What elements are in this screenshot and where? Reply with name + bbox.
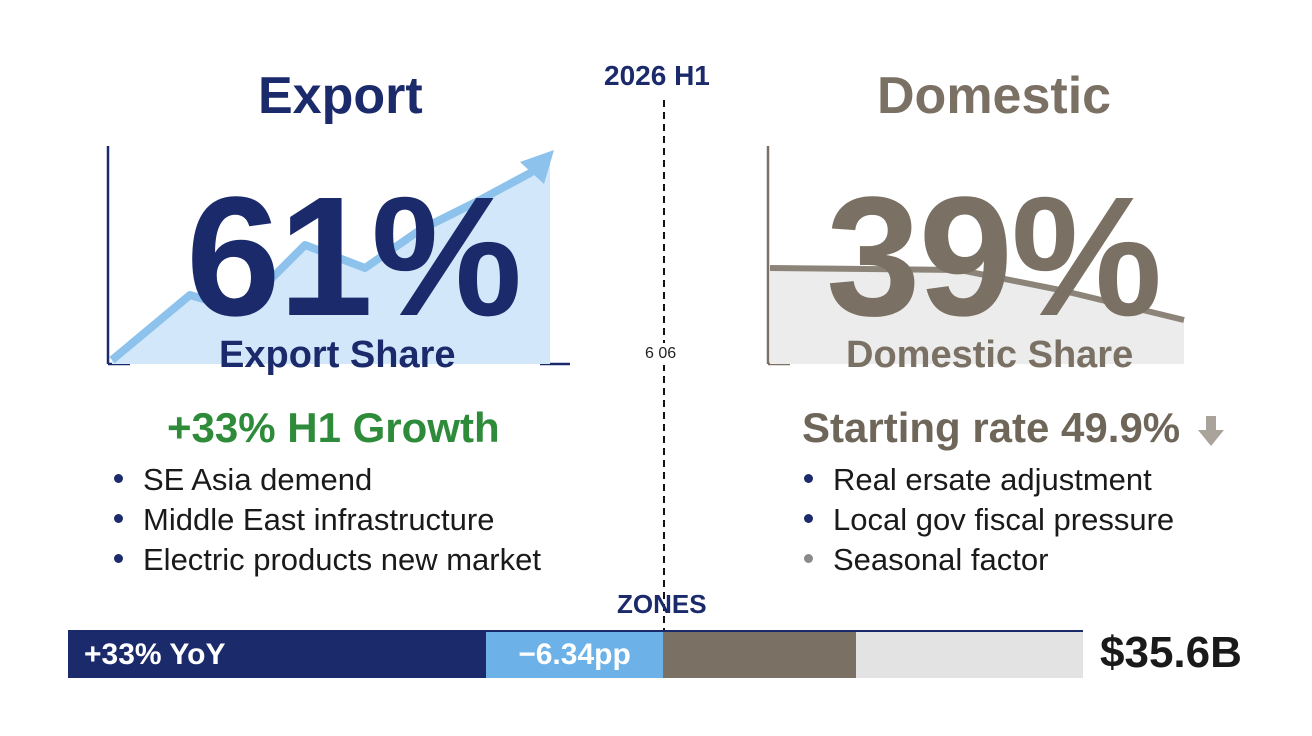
domestic-title: Domestic	[877, 67, 1112, 125]
export-share-label: Export Share	[219, 334, 456, 376]
list-item: Middle East infrastructure	[114, 500, 541, 540]
dot-icon	[114, 474, 123, 484]
export-trend-chart	[106, 146, 570, 366]
list-item: Local gov fiscal pressure	[804, 500, 1174, 540]
list-item: SE Asia demend	[114, 460, 541, 500]
export-growth: +33% H1 Growth	[167, 404, 500, 451]
zone-segment-label: −6.34pp	[518, 638, 631, 671]
domestic-bullet-list: Real ersate adjustment Local gov fiscal …	[804, 460, 1174, 580]
zone-segment-domestic	[663, 632, 856, 678]
list-item-text: Local gov fiscal pressure	[833, 502, 1175, 537]
zones-label: ZONES	[617, 589, 707, 619]
zones-bar: +33% YoY −6.34pp	[68, 630, 1083, 678]
period-label: 2026 H1	[604, 60, 710, 91]
domestic-area	[770, 268, 1184, 364]
zones-total: $35.6B	[1100, 628, 1242, 677]
zone-segment-label: +33% YoY	[84, 638, 226, 671]
domestic-share-value: 39%	[826, 162, 1162, 352]
domestic-trend-chart	[766, 146, 1185, 366]
list-item-text: Electric products new market	[143, 542, 541, 577]
zone-segment-change: −6.34pp	[486, 632, 663, 678]
arrow-down-icon	[1197, 415, 1224, 446]
list-item: Electric products new market	[114, 540, 541, 580]
dot-icon	[114, 514, 123, 524]
zone-segment-remaining	[856, 632, 1083, 678]
list-item-text: Middle East infrastructure	[143, 502, 495, 537]
domestic-share-label: Domestic Share	[846, 334, 1134, 376]
export-trend-line	[109, 168, 534, 364]
list-item-text: Real ersate adjustment	[833, 462, 1152, 497]
export-title: Export	[258, 67, 423, 125]
domestic-starting-rate: Starting rate 49.9%	[802, 407, 1226, 449]
center-axis-label: 6 06	[645, 343, 677, 365]
zone-segment-export: +33% YoY	[68, 632, 486, 678]
arrow-up-icon	[520, 150, 554, 184]
export-bullet-list: SE Asia demend Middle East infrastructur…	[114, 460, 541, 580]
center-divider	[663, 100, 665, 630]
starting-rate-text: Starting rate 49.9%	[802, 404, 1181, 451]
list-item-text: Seasonal factor	[833, 542, 1049, 577]
list-item: Seasonal factor	[804, 540, 1174, 580]
export-share-value: 61%	[186, 162, 522, 352]
dot-icon	[804, 554, 813, 564]
dot-icon	[804, 474, 813, 484]
dot-icon	[804, 514, 813, 524]
export-area	[112, 162, 550, 364]
list-item-text: SE Asia demend	[143, 462, 373, 497]
dot-icon	[114, 554, 123, 564]
domestic-trend-line	[769, 265, 1185, 323]
list-item: Real ersate adjustment	[804, 460, 1174, 500]
